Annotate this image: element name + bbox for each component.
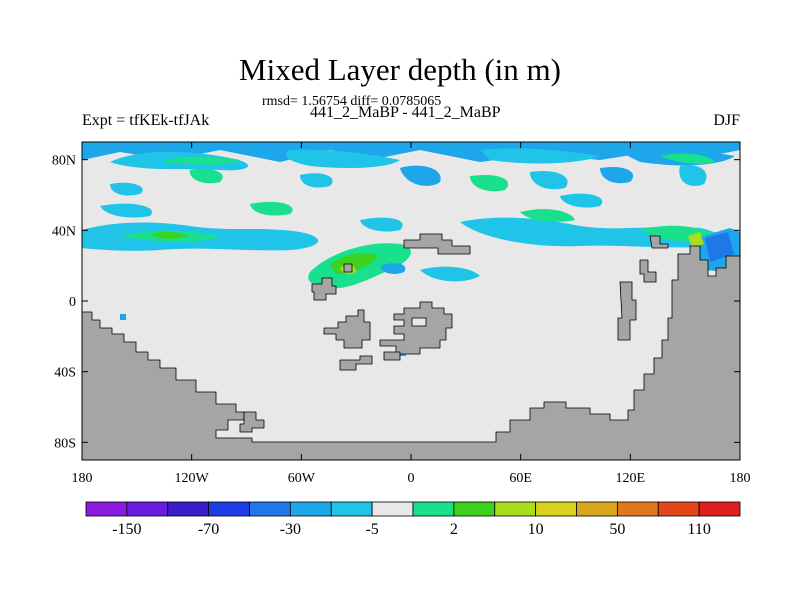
colorbar-swatch xyxy=(167,501,210,517)
land-masses xyxy=(82,233,740,460)
lon-tick-label: 60W xyxy=(288,471,316,486)
colorbar-swatch xyxy=(85,501,128,517)
colorbar-swatch xyxy=(494,501,537,517)
colorbar-label: -70 xyxy=(198,521,219,538)
experiment-line: 441_2_MaBP - 441_2_MaBP xyxy=(310,104,501,121)
colorbar-swatch xyxy=(657,501,700,517)
season-label: DJF xyxy=(713,112,740,129)
lon-tick-label: 60E xyxy=(509,471,532,486)
colorbar-swatch xyxy=(616,501,659,517)
colorbar: -150 -70 -30 -5 2 10 50 110 xyxy=(85,501,741,538)
colorbar-label: -150 xyxy=(112,521,141,538)
colorbar-swatch xyxy=(126,501,169,517)
colorbar-label: -30 xyxy=(280,521,301,538)
colorbar-swatch xyxy=(535,501,577,517)
colorbar-swatch xyxy=(576,501,618,517)
experiment-label: Expt = tfKEk-tfJAk xyxy=(82,112,210,129)
lat-tick-label: 80S xyxy=(54,436,76,451)
colorbar-swatch xyxy=(249,501,291,517)
lat-tick-label: 0 xyxy=(69,295,76,310)
colorbar-label: 110 xyxy=(687,521,710,538)
colorbar-label: -5 xyxy=(365,521,378,538)
colorbar-swatch xyxy=(698,501,741,517)
lat-tick-label: 40N xyxy=(52,224,76,239)
colorbar-label: 2 xyxy=(450,521,458,538)
map-title: Mixed Layer depth (in m) xyxy=(239,52,561,87)
lon-tick-label: 180 xyxy=(730,471,751,486)
colorbar-swatch xyxy=(412,501,455,517)
colorbar-swatch xyxy=(330,501,373,517)
colorbar-swatch xyxy=(371,501,414,517)
lon-tick-label: 120W xyxy=(175,471,210,486)
lon-tick-label: 180 xyxy=(72,471,93,486)
colorbar-swatch xyxy=(289,501,332,517)
colorbar-swatch xyxy=(208,501,250,517)
colorbar-label: 10 xyxy=(528,521,544,538)
colorbar-swatch xyxy=(453,501,496,517)
lat-tick-label: 80N xyxy=(52,154,76,169)
lat-tick-label: 40S xyxy=(54,366,76,381)
lon-tick-label: 0 xyxy=(408,471,415,486)
latitude-axis: 80N 40N 0 40S 80S xyxy=(52,154,740,451)
longitude-axis: 180 120W 60W 0 60E 120E 180 xyxy=(72,142,751,486)
lon-tick-label: 120E xyxy=(616,471,646,486)
stats-line: rmsd= 1.56754 diff= 0.0785065 xyxy=(262,94,442,109)
colorbar-label: 50 xyxy=(609,521,625,538)
